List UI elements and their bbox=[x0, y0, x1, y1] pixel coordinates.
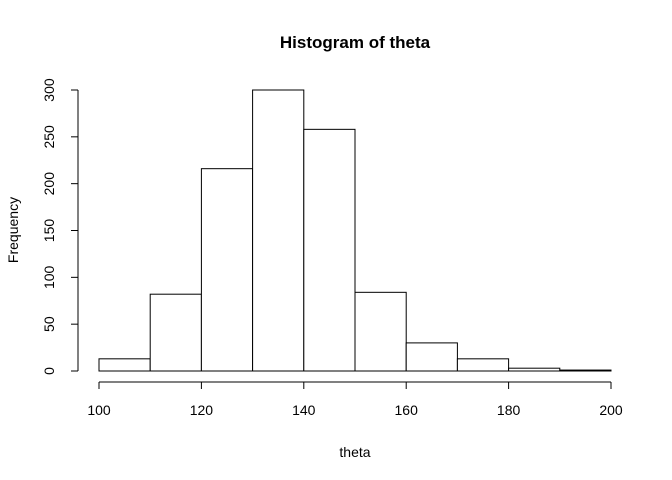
x-tick-label: 160 bbox=[395, 402, 419, 418]
histogram-bar-1 bbox=[98, 358, 151, 372]
x-tick-label: 140 bbox=[292, 402, 316, 418]
histogram-bar-2 bbox=[149, 293, 202, 372]
histogram-bar-7 bbox=[405, 342, 458, 372]
histogram-bar-10 bbox=[559, 369, 612, 372]
x-axis-label: theta bbox=[339, 444, 370, 460]
y-tick-label: 0 bbox=[41, 367, 57, 375]
bars-group bbox=[98, 89, 612, 372]
histogram-bar-5 bbox=[303, 128, 356, 372]
histogram-bar-9 bbox=[508, 367, 561, 372]
y-axis: 0 50 100 150 200 250 300 bbox=[41, 78, 79, 375]
y-tick-label: 100 bbox=[41, 265, 57, 289]
y-axis-label: Frequency bbox=[5, 197, 21, 263]
x-tick-label: 200 bbox=[599, 402, 623, 418]
x-tick-label: 100 bbox=[87, 402, 111, 418]
histogram-bar-6 bbox=[354, 291, 407, 372]
x-axis: 100 120 140 160 180 200 bbox=[87, 381, 623, 418]
x-tick-label: 180 bbox=[497, 402, 521, 418]
y-tick-label: 200 bbox=[41, 172, 57, 196]
chart-title: Histogram of theta bbox=[280, 33, 431, 52]
y-tick-label: 300 bbox=[41, 78, 57, 102]
histogram-bar-4 bbox=[252, 89, 305, 372]
y-tick-label: 150 bbox=[41, 219, 57, 243]
y-tick-label: 50 bbox=[41, 316, 57, 332]
histogram-bar-3 bbox=[200, 168, 254, 372]
y-tick-label: 250 bbox=[41, 125, 57, 149]
histogram-bar-8 bbox=[456, 358, 510, 372]
x-tick-label: 120 bbox=[190, 402, 214, 418]
